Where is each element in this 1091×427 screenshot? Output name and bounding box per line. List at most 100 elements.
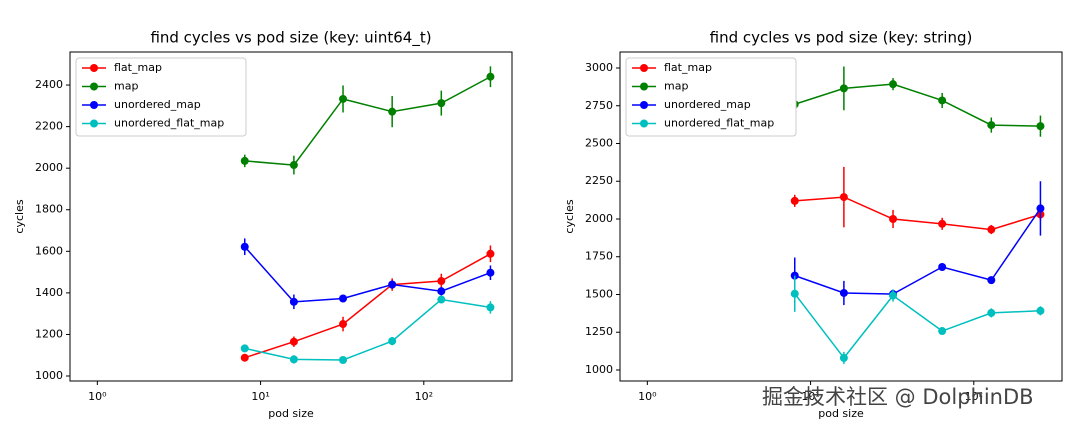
- legend-marker: [90, 101, 98, 109]
- series-line: [244, 298, 491, 361]
- series-line: [244, 253, 491, 359]
- legend-label: flat_map: [664, 61, 712, 74]
- series-line: [244, 246, 491, 303]
- data-point: [938, 96, 947, 105]
- data-point: [240, 242, 249, 251]
- data-point: [1036, 306, 1045, 315]
- data-point: [938, 219, 947, 228]
- data-point: [240, 353, 249, 362]
- data-point: [240, 344, 249, 353]
- legend-marker: [90, 119, 98, 128]
- data-point: [889, 214, 898, 223]
- legend-label: unordered_map: [664, 98, 751, 111]
- y-tick-label: 2000: [35, 161, 63, 174]
- y-tick-label: 1500: [585, 287, 613, 300]
- y-tick-label: 1200: [35, 327, 63, 340]
- data-point: [289, 355, 298, 364]
- x-axis-label: pod size: [818, 407, 864, 420]
- data-point: [1036, 204, 1045, 213]
- y-tick-label: 1000: [585, 363, 613, 376]
- x-tick-label: 10¹: [801, 390, 819, 403]
- legend-marker: [640, 119, 648, 128]
- y-tick-label: 1000: [35, 369, 63, 382]
- chart-title: find cycles vs pod size (key: uint64_t): [150, 29, 431, 48]
- data-point: [339, 294, 348, 303]
- data-point: [987, 121, 996, 130]
- data-point: [240, 156, 249, 165]
- data-point: [289, 161, 298, 170]
- y-tick-label: 1600: [35, 244, 63, 257]
- data-point: [987, 308, 996, 317]
- watermark: 掘金技术社区 @ DolphinDB: [762, 385, 1034, 409]
- x-tick-label: 10¹: [251, 390, 269, 403]
- legend-label: flat_map: [114, 61, 162, 74]
- y-tick-label: 1800: [35, 203, 63, 216]
- legend-marker: [640, 82, 648, 91]
- x-tick-label: 10²: [415, 390, 433, 403]
- y-tick-label: 2500: [585, 136, 613, 149]
- plot: find cycles vs pod size (key: uint64_t)p…: [13, 29, 513, 420]
- data-point: [839, 288, 848, 297]
- data-point: [388, 280, 397, 289]
- data-point: [938, 327, 947, 336]
- data-point: [889, 291, 898, 300]
- y-tick-label: 2250: [585, 174, 613, 187]
- data-point: [437, 295, 446, 304]
- y-axis-label: cycles: [563, 199, 576, 233]
- data-point: [987, 225, 996, 234]
- y-tick-label: 2000: [585, 212, 613, 225]
- y-axis-label: cycles: [13, 199, 26, 233]
- data-point: [839, 84, 848, 93]
- data-point: [388, 107, 397, 116]
- y-tick-label: 1400: [35, 286, 63, 299]
- legend-label: map: [664, 80, 688, 93]
- data-point: [339, 94, 348, 103]
- data-point: [388, 337, 397, 346]
- series-line: [794, 196, 1041, 231]
- legend-marker: [90, 64, 98, 72]
- data-point: [938, 263, 947, 272]
- y-tick-label: 3000: [585, 61, 613, 74]
- plot-frame: [69, 51, 513, 382]
- legend-box: [625, 57, 797, 137]
- x-tick-label: 10⁰: [638, 390, 657, 403]
- data-point: [790, 196, 799, 205]
- data-point: [486, 72, 495, 81]
- data-point: [486, 249, 495, 258]
- data-point: [437, 99, 446, 108]
- chart-title: find cycles vs pod size (key: string): [710, 29, 973, 47]
- data-point: [486, 268, 495, 277]
- data-point: [987, 276, 996, 285]
- data-point: [839, 193, 848, 202]
- data-point: [790, 289, 799, 298]
- x-axis-label: pod size: [268, 407, 314, 420]
- legend-label: map: [114, 80, 138, 93]
- data-point: [486, 303, 495, 312]
- data-point: [289, 337, 298, 346]
- series-line: [794, 293, 1041, 360]
- series-line: [794, 207, 1042, 295]
- series-line: [794, 83, 1041, 127]
- legend-label: unordered_flat_map: [114, 117, 224, 130]
- data-point: [839, 353, 848, 362]
- y-tick-label: 1750: [585, 250, 613, 263]
- legend-box: [75, 57, 247, 137]
- data-point: [289, 297, 298, 306]
- legend-marker: [640, 64, 648, 72]
- data-point: [437, 287, 446, 296]
- plot-frame: [619, 51, 1063, 382]
- x-tick-label: 10²: [965, 390, 983, 403]
- legend-label: unordered_flat_map: [664, 117, 774, 130]
- data-point: [339, 320, 348, 329]
- y-tick-label: 2200: [35, 120, 63, 133]
- series-line: [244, 76, 491, 166]
- data-point: [437, 277, 446, 286]
- plot: find cycles vs pod size (key: string) pod…: [563, 29, 1063, 420]
- data-point: [339, 356, 348, 365]
- x-tick-label: 10⁰: [88, 390, 107, 403]
- y-tick-label: 2750: [585, 99, 613, 112]
- y-tick-label: 2400: [35, 78, 63, 91]
- legend-marker: [90, 82, 98, 91]
- legend-label: unordered_map: [114, 98, 201, 111]
